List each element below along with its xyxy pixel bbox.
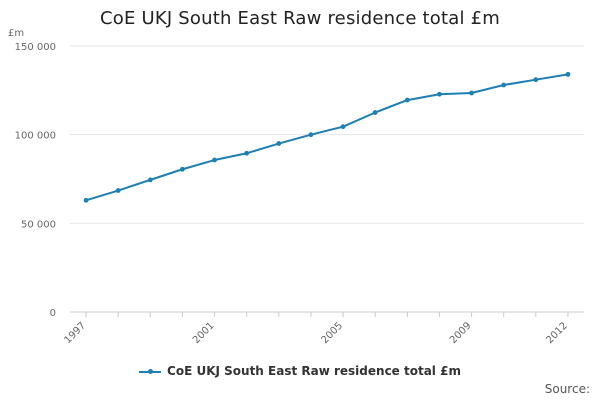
chart-title: CoE UKJ South East Raw residence total £…: [100, 8, 500, 29]
data-point-2011[interactable]: [533, 77, 539, 83]
grid-layer: [70, 45, 584, 224]
x-tick-label-1: 2001: [191, 320, 217, 346]
data-point-1997[interactable]: [83, 197, 89, 203]
data-point-2006[interactable]: [372, 110, 378, 115]
data-point-2010[interactable]: [501, 82, 507, 88]
data-point-2009[interactable]: [469, 90, 474, 96]
data-point-2000[interactable]: [180, 166, 185, 172]
y-axis-unit-label: £m: [8, 28, 24, 39]
x-tick-label-4: 2012: [544, 320, 570, 346]
data-point-2007[interactable]: [404, 97, 410, 103]
legend-line-marker-icon: [139, 368, 162, 374]
y-tick-label-0: 0: [50, 308, 56, 319]
data-point-1999[interactable]: [147, 177, 153, 183]
legend-label: CoE UKJ South East Raw residence total £…: [167, 364, 461, 378]
data-point-1998[interactable]: [115, 188, 121, 193]
data-point-2003[interactable]: [276, 141, 282, 146]
data-point-2005[interactable]: [340, 124, 346, 130]
x-tick-label-2: 2005: [319, 320, 345, 346]
x-tick-label-3: 2009: [448, 320, 474, 346]
data-point-2008[interactable]: [437, 91, 442, 97]
series-line-0: [85, 73, 569, 202]
source-label: Source:: [544, 382, 590, 396]
data-point-2012[interactable]: [565, 71, 571, 77]
data-point-2004[interactable]: [308, 132, 314, 138]
y-tick-label-1: 50 000: [21, 219, 56, 230]
y-tick-label-3: 150 000: [15, 42, 56, 53]
data-point-2002[interactable]: [244, 150, 250, 156]
x-tick-label-0: 1997: [62, 320, 88, 346]
axis-layer: 0 50 000 100 000 150 000 1997 2001 2005 2009 201…: [15, 42, 584, 346]
series-layer: [83, 71, 571, 203]
y-tick-label-2: 100 000: [15, 131, 56, 142]
data-point-2001[interactable]: [212, 157, 217, 163]
legend[interactable]: CoE UKJ South East Raw residence total £…: [0, 364, 600, 378]
